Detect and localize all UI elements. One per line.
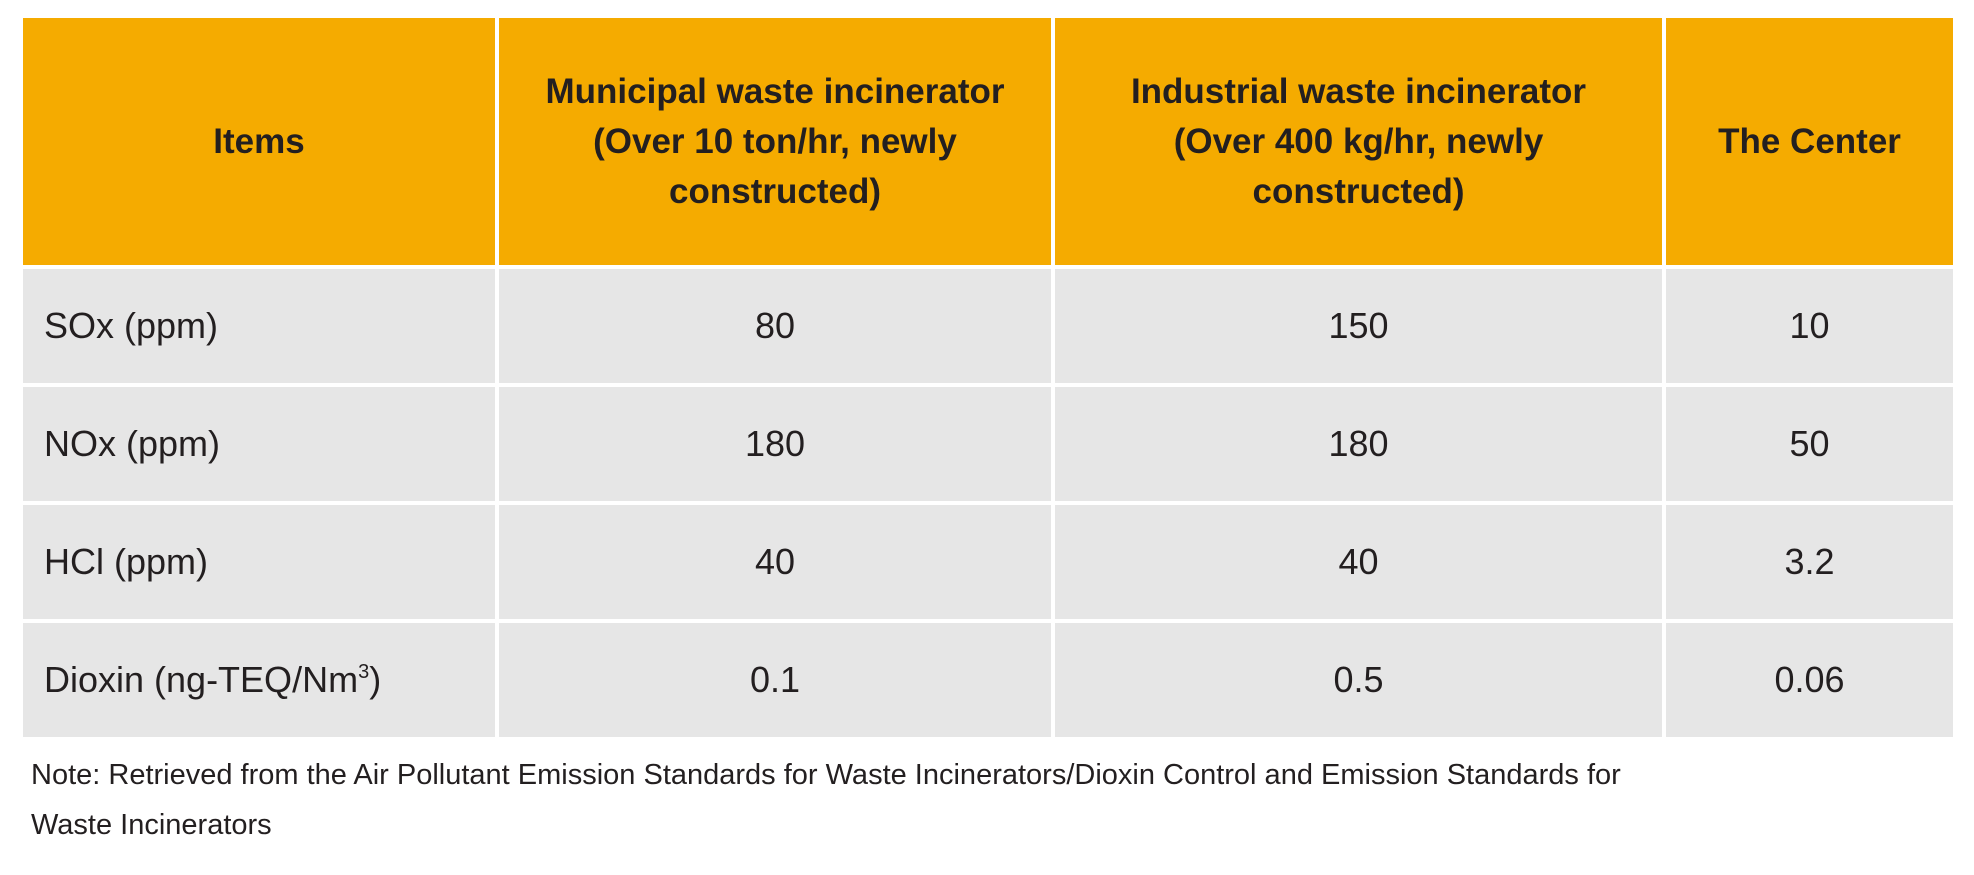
header-items-line: Items xyxy=(213,121,305,161)
header-municipal-line-2: (Over 10 ton/hr, newly xyxy=(593,121,957,161)
header-industrial-line-3: constructed) xyxy=(1252,171,1465,211)
header-center-line: The Center xyxy=(1718,121,1901,161)
header-municipal-line-1: Municipal waste incinerator xyxy=(545,71,1005,111)
municipal-value: 0.1 xyxy=(499,623,1051,737)
header-industrial-line-2: (Over 400 kg/hr, newly xyxy=(1173,121,1544,161)
header-the-center: The Center xyxy=(1666,18,1953,265)
unit-superscript: 3 xyxy=(358,661,370,683)
row-item-label: HCl (ppm) xyxy=(23,505,495,619)
emission-standards-table-container: Items Municipal waste incinerator (Over … xyxy=(23,18,1953,737)
header-municipal-line-3: constructed) xyxy=(669,171,881,211)
center-value: 0.06 xyxy=(1666,623,1953,737)
header-items: Items xyxy=(23,18,495,265)
table-row: SOx (ppm) 80 150 10 xyxy=(23,269,1953,383)
header-row: Items Municipal waste incinerator (Over … xyxy=(23,18,1953,265)
item-text: NOx (ppm) xyxy=(44,423,221,464)
row-item-label: SOx (ppm) xyxy=(23,269,495,383)
item-text: HCl (ppm) xyxy=(44,541,209,582)
item-text: Dioxin (ng-TEQ/Nm xyxy=(44,659,359,700)
municipal-value: 180 xyxy=(499,387,1051,501)
row-item-label: Dioxin (ng-TEQ/Nm3) xyxy=(23,623,495,737)
industrial-value: 40 xyxy=(1055,505,1662,619)
source-note-line-2: Waste Incinerators xyxy=(31,809,272,841)
row-item-label: NOx (ppm) xyxy=(23,387,495,501)
header-municipal-incinerator: Municipal waste incinerator (Over 10 ton… xyxy=(499,18,1051,265)
center-value: 10 xyxy=(1666,269,1953,383)
item-suffix: ) xyxy=(369,659,382,700)
center-value: 50 xyxy=(1666,387,1953,501)
table-row: HCl (ppm) 40 40 3.2 xyxy=(23,505,1953,619)
industrial-value: 150 xyxy=(1055,269,1662,383)
table-row: NOx (ppm) 180 180 50 xyxy=(23,387,1953,501)
municipal-value: 40 xyxy=(499,505,1051,619)
source-note-line-1: Note: Retrieved from the Air Pollutant E… xyxy=(31,759,1621,791)
industrial-value: 180 xyxy=(1055,387,1662,501)
header-industrial-incinerator: Industrial waste incinerator (Over 400 k… xyxy=(1055,18,1662,265)
center-value: 3.2 xyxy=(1666,505,1953,619)
source-note: Note: Retrieved from the Air Pollutant E… xyxy=(31,750,1931,850)
industrial-value: 0.5 xyxy=(1055,623,1662,737)
header-industrial-line-1: Industrial waste incinerator xyxy=(1130,71,1587,111)
table-row: Dioxin (ng-TEQ/Nm3) 0.1 0.5 0.06 xyxy=(23,623,1953,737)
municipal-value: 80 xyxy=(499,269,1051,383)
emission-standards-table: Items Municipal waste incinerator (Over … xyxy=(19,14,1957,741)
item-text: SOx (ppm) xyxy=(44,305,219,346)
